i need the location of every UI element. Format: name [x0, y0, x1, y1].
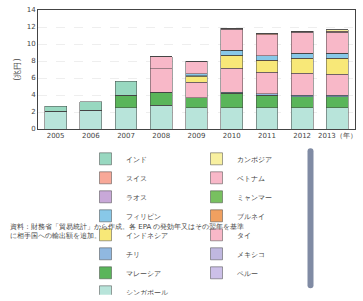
- svg-text:2005: 2005: [47, 132, 65, 140]
- svg-text:2011: 2011: [258, 132, 276, 140]
- svg-text:ブルネイ: ブルネイ: [237, 213, 265, 221]
- svg-text:2: 2: [31, 108, 35, 116]
- svg-text:2013（年）: 2013（年）: [318, 132, 357, 140]
- svg-text:ベトナム: ベトナム: [237, 175, 265, 183]
- svg-text:6: 6: [31, 74, 36, 82]
- svg-text:2007: 2007: [117, 132, 135, 140]
- svg-text:資料：財務省「貿易統計」から作成。各 EPA の発効年又はそ: 資料：財務省「貿易統計」から作成。各 EPA の発効年又はその翌年を基準に相手国…: [10, 223, 244, 240]
- svg-text:インドネシア: インドネシア: [126, 232, 168, 240]
- svg-text:4: 4: [31, 91, 36, 99]
- svg-text:14: 14: [27, 6, 36, 14]
- svg-text:シンガポール: シンガポール: [126, 289, 168, 295]
- svg-text:ミャンマー: ミャンマー: [237, 194, 272, 202]
- svg-text:2010: 2010: [223, 132, 241, 140]
- svg-text:インド: インド: [126, 156, 147, 164]
- svg-text:(兆円): (兆円): [13, 58, 22, 80]
- svg-text:ラオス: ラオス: [126, 194, 147, 202]
- svg-text:2008: 2008: [152, 132, 170, 140]
- svg-text:メキシコ: メキシコ: [237, 251, 265, 259]
- svg-text:12: 12: [27, 23, 36, 31]
- svg-text:10: 10: [27, 40, 36, 48]
- svg-text:2009: 2009: [188, 132, 206, 140]
- svg-text:スイス: スイス: [126, 175, 147, 183]
- svg-text:タイ: タイ: [237, 232, 251, 240]
- svg-text:カンボジア: カンボジア: [237, 156, 272, 164]
- svg-text:ペルー: ペルー: [237, 270, 258, 278]
- svg-text:チリ: チリ: [126, 251, 140, 259]
- svg-text:マレーシア: マレーシア: [126, 270, 161, 278]
- svg-text:0: 0: [31, 125, 35, 133]
- svg-text:2006: 2006: [82, 132, 100, 140]
- svg-text:2012: 2012: [293, 132, 311, 140]
- svg-text:8: 8: [31, 57, 35, 65]
- svg-text:フィリピン: フィリピン: [126, 213, 161, 221]
